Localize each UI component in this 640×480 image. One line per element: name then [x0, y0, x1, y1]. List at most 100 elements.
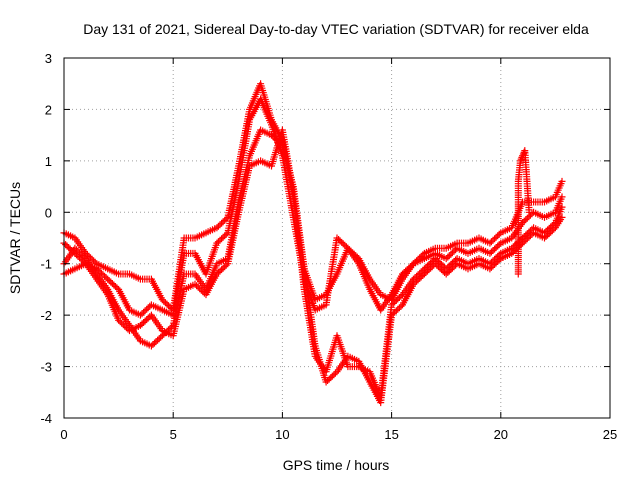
data-point	[336, 334, 338, 337]
data-point	[510, 226, 513, 229]
data-point	[379, 309, 382, 311]
data-point	[325, 304, 327, 306]
data-point	[347, 247, 349, 250]
data-point	[456, 257, 458, 260]
data-point	[500, 242, 502, 244]
data-point	[128, 273, 131, 275]
data-point	[248, 108, 251, 111]
data-point	[95, 273, 98, 275]
data-point	[543, 201, 546, 203]
data-point	[117, 288, 120, 291]
data-point	[517, 273, 520, 275]
data-point	[500, 232, 502, 234]
data-point	[150, 278, 153, 280]
data-point	[517, 242, 520, 244]
data-point	[521, 237, 524, 239]
data-point	[478, 247, 480, 250]
data-point	[216, 226, 218, 229]
data-point	[521, 242, 524, 244]
data-point	[194, 252, 196, 255]
data-point	[368, 288, 371, 291]
data-point	[543, 216, 546, 219]
data-point	[368, 370, 371, 373]
data-point	[139, 340, 142, 342]
data-point	[434, 257, 437, 260]
data-point	[139, 324, 142, 327]
data-point	[561, 216, 563, 219]
data-point	[500, 252, 502, 255]
data-point	[467, 252, 469, 255]
data-point	[379, 401, 382, 404]
data-point	[216, 273, 218, 275]
data-point	[205, 232, 207, 234]
data-point	[561, 206, 563, 208]
data-point	[510, 247, 513, 250]
data-point	[106, 288, 109, 291]
data-point	[183, 273, 185, 275]
data-point	[519, 160, 522, 162]
data-point	[248, 154, 251, 157]
y-tick-label: 3	[45, 51, 52, 66]
data-point	[526, 180, 528, 183]
data-point	[521, 201, 524, 203]
data-point	[517, 252, 520, 255]
data-point	[172, 324, 174, 327]
data-point	[401, 278, 404, 280]
data-point	[248, 118, 251, 121]
data-point	[517, 180, 520, 183]
data-point	[74, 247, 76, 250]
data-point	[478, 257, 480, 260]
data-point	[325, 370, 327, 373]
data-point	[292, 216, 295, 219]
data-point	[259, 129, 262, 131]
data-point	[248, 165, 251, 167]
data-point	[434, 252, 437, 255]
data-point	[95, 268, 98, 270]
x-axis-label: GPS time / hours	[283, 457, 390, 473]
data-point	[358, 262, 360, 265]
data-point	[521, 221, 524, 224]
data-point	[281, 154, 284, 157]
data-point	[303, 288, 306, 291]
data-point	[524, 149, 526, 152]
data-point	[237, 211, 240, 214]
data-point	[161, 309, 164, 311]
data-point	[561, 180, 563, 183]
data-point	[467, 242, 469, 244]
data-point	[336, 273, 338, 275]
data-point	[237, 165, 240, 167]
data-point	[161, 298, 164, 301]
data-point	[336, 370, 338, 373]
data-point	[517, 201, 520, 203]
data-point	[517, 262, 520, 265]
data-point	[521, 154, 524, 157]
data-point	[281, 144, 284, 147]
x-tick-label: 5	[170, 427, 177, 442]
data-point	[489, 268, 491, 270]
data-point	[227, 232, 229, 234]
x-tick-label: 20	[494, 427, 508, 442]
y-tick-label: -2	[40, 308, 52, 323]
data-point	[358, 360, 360, 363]
data-point	[270, 124, 273, 126]
y-tick-label: -3	[40, 360, 52, 375]
data-point	[510, 252, 513, 255]
data-point	[379, 293, 382, 296]
data-point	[423, 257, 426, 260]
data-point	[401, 304, 404, 306]
data-point	[510, 237, 513, 239]
data-point	[183, 237, 185, 239]
data-point	[259, 160, 262, 162]
data-point	[412, 278, 415, 280]
data-point	[161, 329, 164, 332]
data-point	[117, 319, 120, 322]
data-point	[445, 273, 448, 275]
y-tick-label: -4	[40, 411, 52, 426]
data-point	[445, 247, 448, 250]
data-point	[270, 165, 273, 167]
data-point	[172, 334, 174, 337]
data-point	[128, 309, 131, 311]
